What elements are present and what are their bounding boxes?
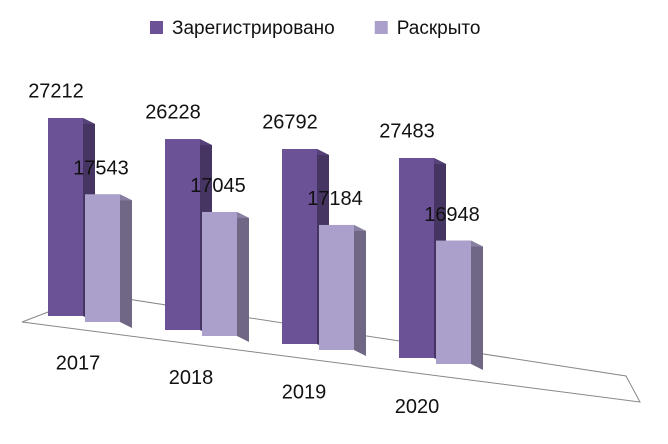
legend-label: Раскрыто (397, 18, 481, 39)
bar-side (354, 224, 366, 356)
value-label: 27483 (379, 120, 435, 142)
bar (399, 158, 434, 358)
bar (282, 149, 317, 344)
x-tick-label: 2019 (282, 381, 327, 403)
value-label: 27212 (28, 80, 84, 102)
x-tick-label: 2020 (395, 396, 440, 418)
legend-swatch (150, 21, 163, 34)
bar (202, 211, 237, 336)
x-tick-label: 2018 (169, 367, 214, 389)
bar-side (237, 211, 249, 342)
bar (85, 194, 120, 322)
bar (48, 117, 83, 316)
value-label: 26228 (145, 101, 201, 123)
bar (319, 224, 354, 350)
bar (436, 240, 471, 364)
value-label: 17184 (307, 188, 363, 210)
bar-side (471, 240, 483, 370)
value-label: 17543 (73, 158, 129, 180)
legend-swatch (374, 21, 388, 34)
value-label: 26792 (262, 111, 318, 133)
bar (165, 139, 200, 330)
x-tick-label: 2017 (56, 352, 101, 374)
value-label: 17045 (190, 175, 246, 197)
legend-label: Зарегистрировано (172, 18, 335, 39)
bar-side (120, 194, 132, 328)
value-label: 16948 (424, 204, 480, 226)
